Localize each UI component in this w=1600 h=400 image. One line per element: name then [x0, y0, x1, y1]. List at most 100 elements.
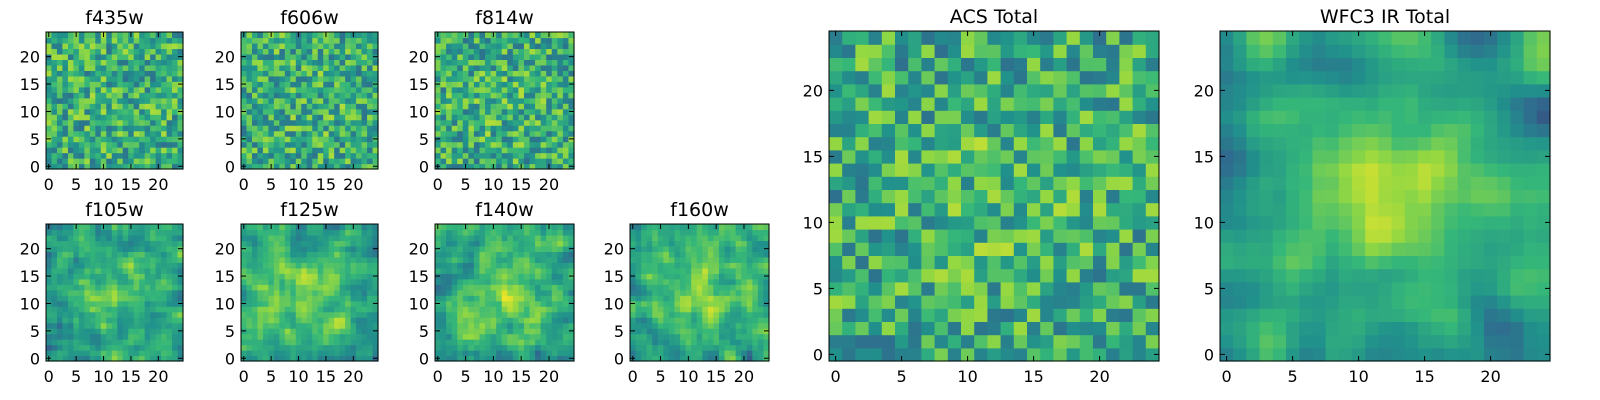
- heatmap-cell: [829, 215, 843, 230]
- heatmap-cell: [652, 300, 659, 307]
- heatmap-cell: [122, 350, 129, 357]
- heatmap-cell: [535, 136, 542, 143]
- heatmap-cell: [128, 152, 135, 159]
- heatmap-cell: [895, 334, 909, 349]
- heatmap-cell: [334, 136, 341, 143]
- heatmap-cell: [257, 152, 264, 159]
- y-tick-label: 20: [215, 48, 235, 67]
- heatmap-cell: [295, 86, 302, 93]
- heatmap-cell: [529, 152, 536, 159]
- heatmap-cell: [279, 256, 286, 263]
- heatmap-cell: [529, 224, 536, 231]
- heatmap-cell: [166, 229, 173, 236]
- heatmap-cell: [56, 103, 64, 110]
- heatmap-cell: [842, 281, 856, 296]
- heatmap-cell: [317, 163, 324, 170]
- heatmap-cell: [468, 103, 475, 110]
- heatmap-cell: [111, 64, 118, 71]
- heatmap-cell: [290, 114, 297, 121]
- heatmap-cell: [635, 267, 642, 274]
- heatmap-cell: [473, 355, 481, 362]
- heatmap-cell: [741, 350, 748, 357]
- heatmap-cell: [172, 92, 179, 99]
- heatmap-cell: [257, 311, 264, 318]
- heatmap-cell: [523, 339, 531, 346]
- heatmap-cell: [451, 136, 458, 143]
- heatmap-cell: [551, 245, 558, 252]
- heatmap-cell: [67, 245, 74, 252]
- heatmap-cell: [501, 92, 508, 99]
- heatmap-cell: [490, 48, 497, 55]
- heatmap-cells: [435, 224, 575, 362]
- heatmap-cell: [446, 37, 453, 44]
- heatmap-cell: [334, 284, 341, 291]
- heatmap-cell: [312, 163, 319, 170]
- heatmap-cell: [490, 229, 497, 236]
- heatmap-cell: [111, 333, 118, 340]
- x-tick-label: 5: [655, 367, 665, 386]
- heatmap-cell: [479, 86, 486, 93]
- heatmap-cell: [490, 273, 497, 280]
- heatmap-cell: [279, 147, 286, 154]
- heatmap-cell: [172, 81, 179, 88]
- heatmap-cell: [350, 75, 357, 82]
- heatmap-cell: [462, 103, 469, 110]
- heatmap-cell: [172, 48, 179, 55]
- heatmap-cell: [46, 37, 53, 44]
- heatmap-cell: [177, 234, 184, 242]
- heatmap-cell: [155, 317, 162, 324]
- heatmap-cell: [117, 328, 124, 335]
- heatmap-cell: [345, 48, 352, 55]
- heatmap-cell: [1053, 255, 1068, 270]
- heatmap-cell: [339, 311, 346, 318]
- heatmap-cell: [1066, 268, 1081, 283]
- heatmap-cell: [345, 224, 352, 231]
- heatmap-cell: [713, 289, 720, 296]
- heatmap-cell: [1119, 163, 1134, 177]
- heatmap-cell: [512, 273, 519, 280]
- heatmap-cell: [345, 97, 352, 104]
- heatmap-cell: [1119, 268, 1134, 283]
- heatmap-cell: [568, 284, 575, 291]
- heatmap-cell: [56, 108, 64, 115]
- heatmap-cell: [641, 350, 648, 357]
- heatmap-cell: [372, 229, 379, 236]
- heatmap-cell: [51, 306, 58, 313]
- heatmap-cell: [668, 300, 676, 307]
- heatmap-cell: [95, 278, 102, 285]
- heatmap-cell: [462, 130, 469, 137]
- heatmap-cell: [568, 278, 575, 285]
- heatmap-cell: [457, 152, 464, 159]
- heatmap-cell: [757, 273, 765, 280]
- heatmap-cell: [172, 152, 179, 159]
- heatmap-cell: [641, 240, 648, 247]
- heatmap-cell: [947, 242, 962, 256]
- heatmap-cell: [501, 350, 508, 357]
- heatmap-cell: [106, 328, 113, 335]
- x-tick-label: 0: [44, 367, 54, 386]
- heatmap-cell: [334, 339, 341, 346]
- heatmap-cell: [535, 273, 542, 280]
- heatmap-cell: [987, 242, 1002, 256]
- heatmap-cell: [356, 229, 363, 236]
- heatmap-cell: [691, 339, 698, 346]
- heatmap-cell: [161, 333, 168, 340]
- heatmap-cell: [485, 114, 492, 121]
- heatmap-cell: [646, 267, 653, 274]
- heatmap-cell: [290, 81, 297, 88]
- heatmap-cell: [557, 130, 564, 137]
- heatmap-cell: [128, 86, 135, 93]
- heatmap-cell: [921, 295, 936, 309]
- heatmap-cell: [512, 97, 519, 104]
- heatmap-cell: [479, 103, 486, 110]
- x-tick-label: 10: [678, 367, 698, 386]
- heatmap-cell: [1053, 163, 1068, 177]
- heatmap-cell: [361, 229, 368, 236]
- heatmap-cell: [557, 32, 564, 39]
- heatmap-cell: [724, 344, 731, 351]
- heatmap-cell: [730, 355, 737, 362]
- heatmap-cell: [84, 278, 91, 285]
- heatmap-cell: [150, 322, 157, 329]
- x-tick-label: 15: [511, 175, 531, 194]
- heatmap-cell: [262, 267, 269, 274]
